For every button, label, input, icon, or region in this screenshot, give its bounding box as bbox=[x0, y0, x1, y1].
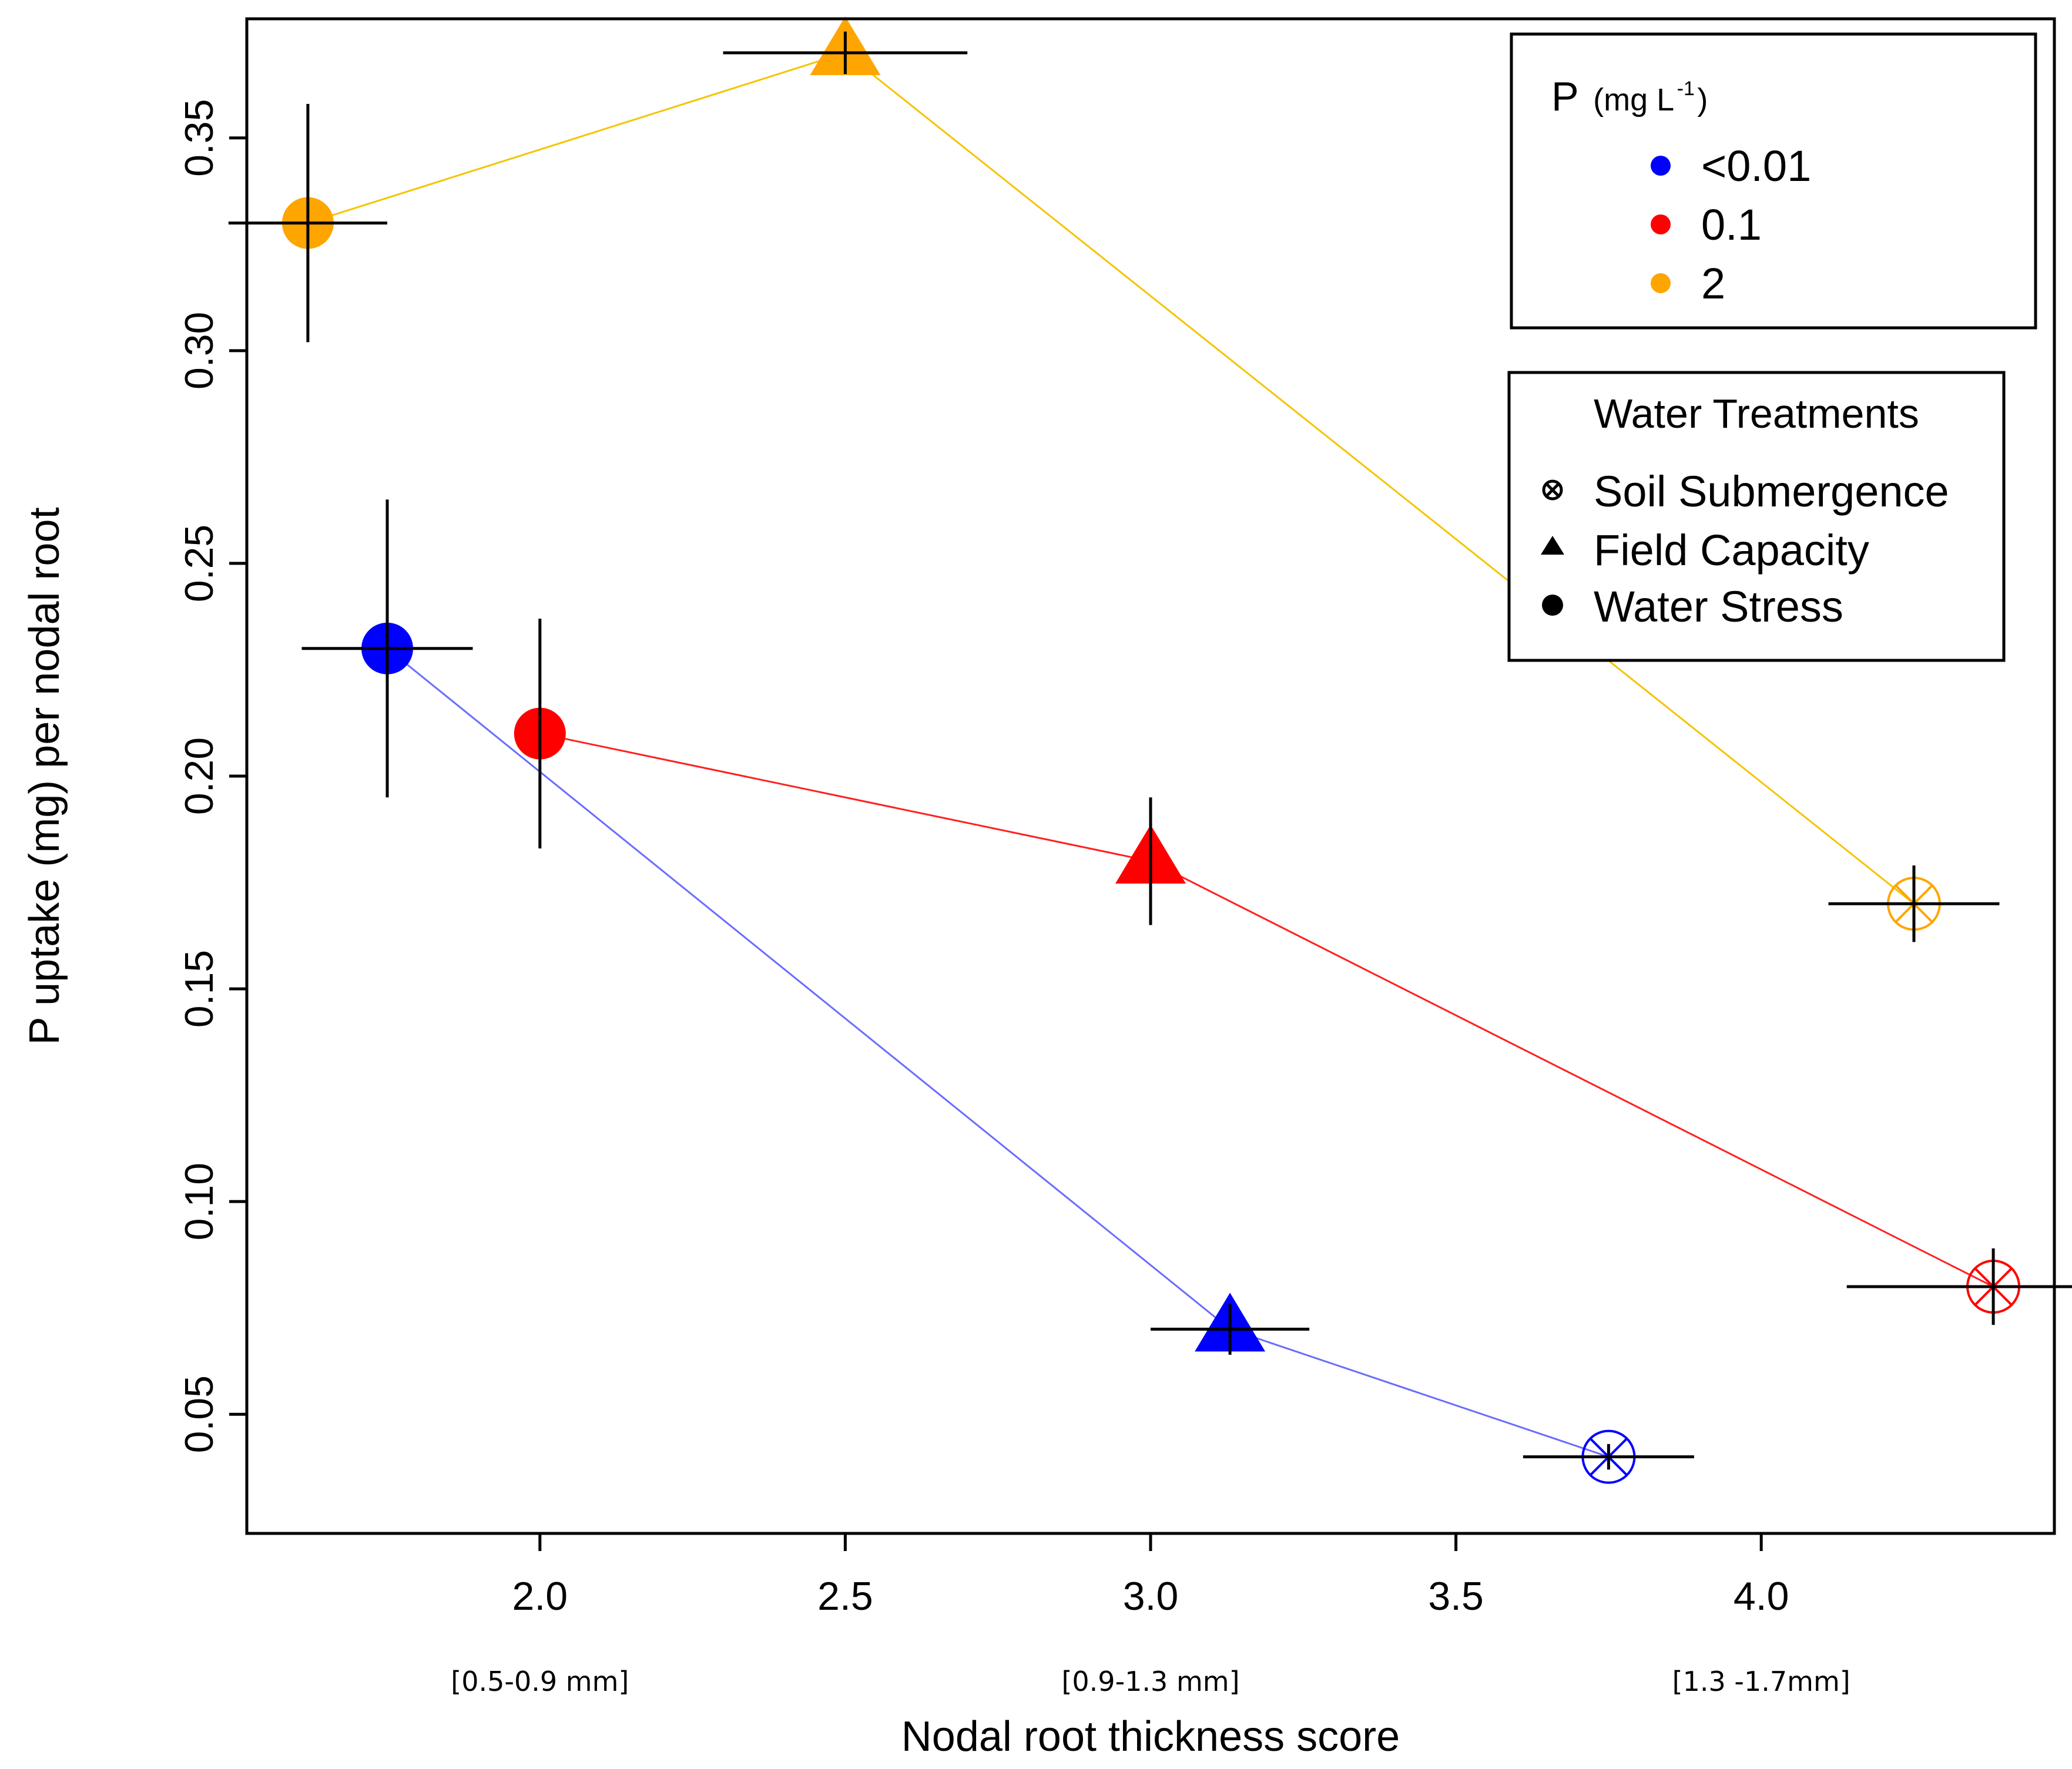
y-tick-label: 0.25 bbox=[177, 525, 222, 602]
legend-p-title-unit: (mg L bbox=[1593, 82, 1674, 118]
legend-p-title: P (mg L -1 ) bbox=[1551, 73, 1708, 119]
x-tick-label: 4.0 bbox=[1734, 1574, 1789, 1619]
y-axis: 0.05 0.10 0.15 0.20 0.25 0.30 0.35 bbox=[177, 99, 247, 1453]
legend-p-label-high: 2 bbox=[1701, 259, 1725, 308]
legend-p-label-low: <0.01 bbox=[1701, 142, 1811, 190]
x-tick-label: 2.0 bbox=[512, 1574, 568, 1619]
error-bars bbox=[228, 31, 2072, 1470]
legend-p-title-unit-close: ) bbox=[1697, 82, 1708, 118]
x-range-label: [0.5-0.9 mm] bbox=[451, 1666, 629, 1697]
x-tick-label: 3.0 bbox=[1123, 1574, 1179, 1619]
legend-water-stress-icon bbox=[1542, 595, 1563, 616]
legend-p-concentration: P (mg L -1 ) <0.01 0.1 2 bbox=[1510, 32, 2037, 330]
y-axis-title: P uptake (mg) per nodal root bbox=[21, 507, 68, 1045]
x-range-label: [0.9-1.3 mm] bbox=[1061, 1666, 1239, 1697]
x-axis-title: Nodal root thickness score bbox=[901, 1713, 1400, 1760]
x-tick-label: 2.5 bbox=[817, 1574, 873, 1619]
x-tick-label: 3.5 bbox=[1428, 1574, 1484, 1619]
x-range-label: [1.3 -1.7mm] bbox=[1672, 1666, 1850, 1697]
legend-water-frame bbox=[1507, 371, 2006, 662]
legend-water-label-field-capacity: Field Capacity bbox=[1594, 526, 1869, 575]
legend-p-swatch-mid bbox=[1651, 214, 1671, 234]
y-tick-label: 0.20 bbox=[177, 737, 222, 815]
legend-p-title-symbol: P bbox=[1551, 73, 1579, 119]
y-tick-label: 0.30 bbox=[177, 312, 222, 390]
y-tick-label: 0.15 bbox=[177, 950, 222, 1028]
legend-water-label-water-stress: Water Stress bbox=[1594, 582, 1843, 631]
legend-water-treatments: Water Treatments Soil Submergence Field … bbox=[1507, 371, 2006, 662]
x-axis: 2.0 2.5 3.0 3.5 4.0 [0.5-0.9 mm] [0.9-1.3 mm] [… bbox=[451, 1532, 1850, 1697]
y-tick-label: 0.10 bbox=[177, 1163, 222, 1240]
legend-p-label-mid: 0.1 bbox=[1701, 200, 1762, 249]
y-tick-label: 0.35 bbox=[177, 99, 222, 177]
legend-p-frame bbox=[1510, 32, 2037, 330]
y-tick-label: 0.05 bbox=[177, 1375, 222, 1453]
legend-p-swatch-high bbox=[1651, 273, 1671, 293]
legend-p-title-unit-exponent: -1 bbox=[1677, 78, 1695, 100]
legend-submergence-icon bbox=[1542, 479, 1563, 501]
legend-water-title: Water Treatments bbox=[1594, 391, 1919, 437]
legend-field-capacity-icon bbox=[1541, 536, 1564, 555]
legend-water-label-submergence: Soil Submergence bbox=[1594, 467, 1949, 516]
legend-p-swatch-low bbox=[1651, 156, 1671, 176]
